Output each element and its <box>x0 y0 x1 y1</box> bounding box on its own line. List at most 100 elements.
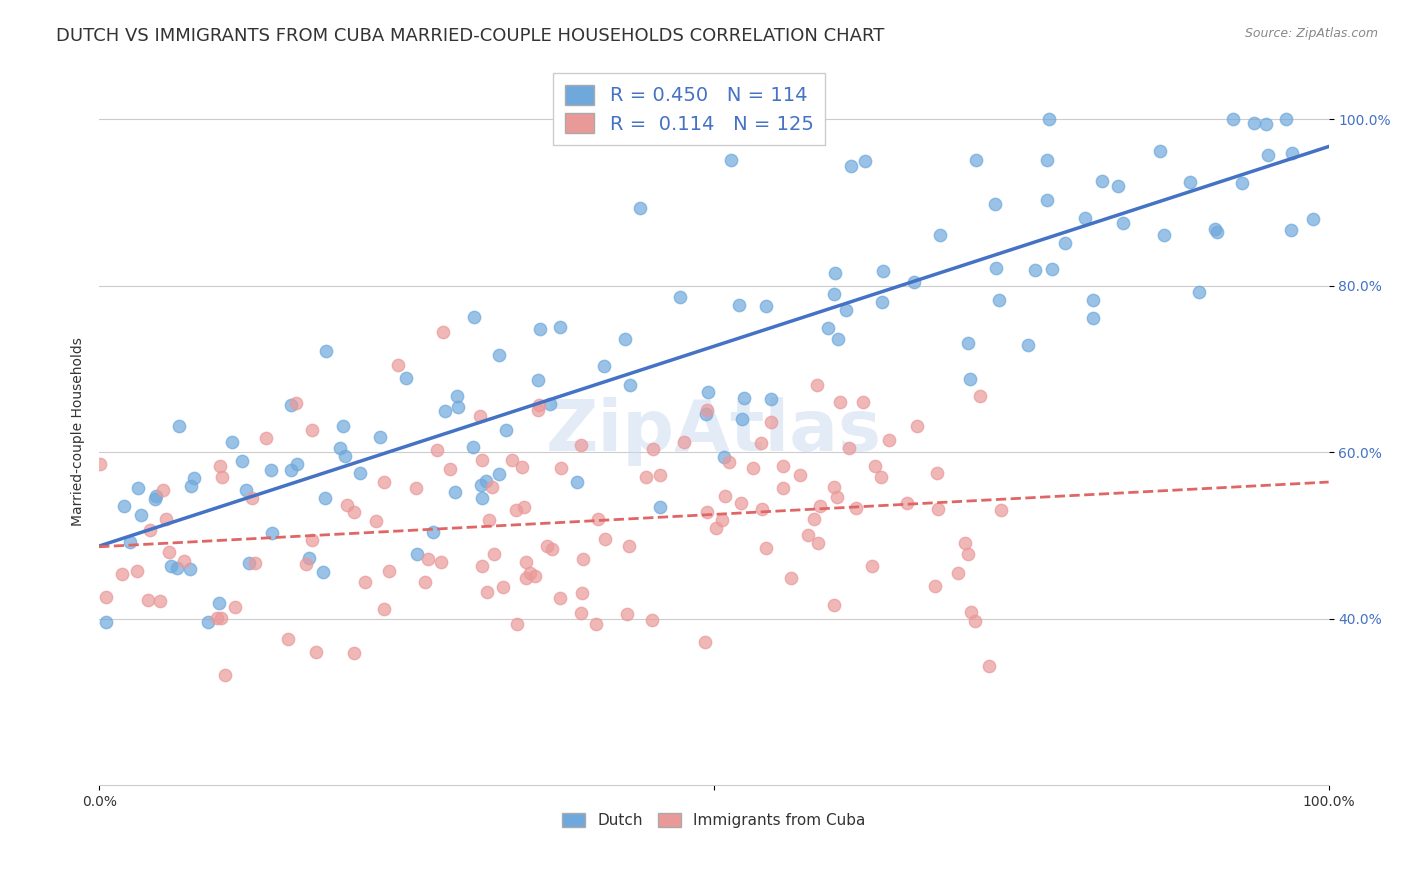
Point <box>977 659 1000 673</box>
Point <box>377 564 399 578</box>
Point <box>373 602 395 616</box>
Point <box>294 557 316 571</box>
Point <box>120 535 142 549</box>
Point <box>131 508 153 522</box>
Point <box>418 552 440 566</box>
Point <box>835 303 858 318</box>
Point <box>425 442 447 457</box>
Point <box>173 553 195 567</box>
Point <box>114 499 136 513</box>
Point <box>159 558 181 573</box>
Point <box>755 541 778 556</box>
Point <box>713 450 735 465</box>
Point <box>704 520 727 534</box>
Point <box>505 503 527 517</box>
Point <box>619 539 641 553</box>
Point <box>641 613 664 627</box>
Point <box>548 320 571 334</box>
Point <box>1053 236 1076 251</box>
Point <box>569 438 592 452</box>
Point <box>353 574 375 589</box>
Point <box>990 503 1012 517</box>
Point <box>478 513 501 527</box>
Point <box>592 359 614 373</box>
Point <box>1024 263 1046 277</box>
Point <box>759 416 782 430</box>
Point <box>830 395 852 409</box>
Point <box>527 402 550 417</box>
Point <box>1149 144 1171 158</box>
Point <box>896 496 918 510</box>
Point <box>159 545 181 559</box>
Point <box>433 404 456 418</box>
Point <box>845 501 868 516</box>
Point <box>841 159 863 173</box>
Point <box>405 481 427 495</box>
Point <box>284 396 307 410</box>
Point <box>262 526 284 541</box>
Text: ZipAtlas: ZipAtlas <box>546 397 882 466</box>
Point <box>94 615 117 629</box>
Point <box>1281 145 1303 160</box>
Point <box>513 500 536 515</box>
Point <box>827 490 849 504</box>
Point <box>827 332 849 346</box>
Point <box>1040 261 1063 276</box>
Point <box>852 395 875 409</box>
Point <box>1275 112 1298 126</box>
Point <box>429 555 451 569</box>
Point <box>986 260 1008 275</box>
Point <box>406 547 429 561</box>
Point <box>823 287 845 301</box>
Point <box>1257 147 1279 161</box>
Point <box>1178 175 1201 189</box>
Point <box>1107 179 1129 194</box>
Point <box>143 491 166 506</box>
Point <box>277 632 299 646</box>
Point <box>772 458 794 473</box>
Point <box>446 389 468 403</box>
Point <box>924 579 946 593</box>
Point <box>492 580 515 594</box>
Point <box>1074 211 1097 225</box>
Point <box>439 462 461 476</box>
Point <box>366 514 388 528</box>
Point <box>298 551 321 566</box>
Point <box>824 266 846 280</box>
Point <box>780 571 803 585</box>
Point <box>648 468 671 483</box>
Point <box>519 566 541 580</box>
Point <box>1222 112 1244 126</box>
Point <box>89 458 111 472</box>
Point <box>697 384 720 399</box>
Point <box>329 441 352 455</box>
Point <box>903 275 925 289</box>
Point <box>959 605 981 619</box>
Point <box>751 501 773 516</box>
Point <box>619 378 641 392</box>
Point <box>695 635 717 649</box>
Point <box>810 499 832 513</box>
Point <box>422 524 444 539</box>
Point <box>526 373 548 387</box>
Point <box>1243 116 1265 130</box>
Point <box>749 436 772 450</box>
Point <box>1081 310 1104 325</box>
Text: DUTCH VS IMMIGRANTS FROM CUBA MARRIED-COUPLE HOUSEHOLDS CORRELATION CHART: DUTCH VS IMMIGRANTS FROM CUBA MARRIED-CO… <box>56 27 884 45</box>
Point <box>127 482 149 496</box>
Point <box>905 419 928 434</box>
Point <box>221 434 243 449</box>
Point <box>648 500 671 515</box>
Point <box>280 463 302 477</box>
Point <box>1279 223 1302 237</box>
Point <box>336 498 359 512</box>
Point <box>183 471 205 485</box>
Point <box>470 478 492 492</box>
Point <box>988 293 1011 308</box>
Point <box>387 358 409 372</box>
Point <box>488 348 510 362</box>
Point <box>953 536 976 550</box>
Point <box>755 299 778 313</box>
Point <box>515 555 537 569</box>
Point <box>245 556 267 570</box>
